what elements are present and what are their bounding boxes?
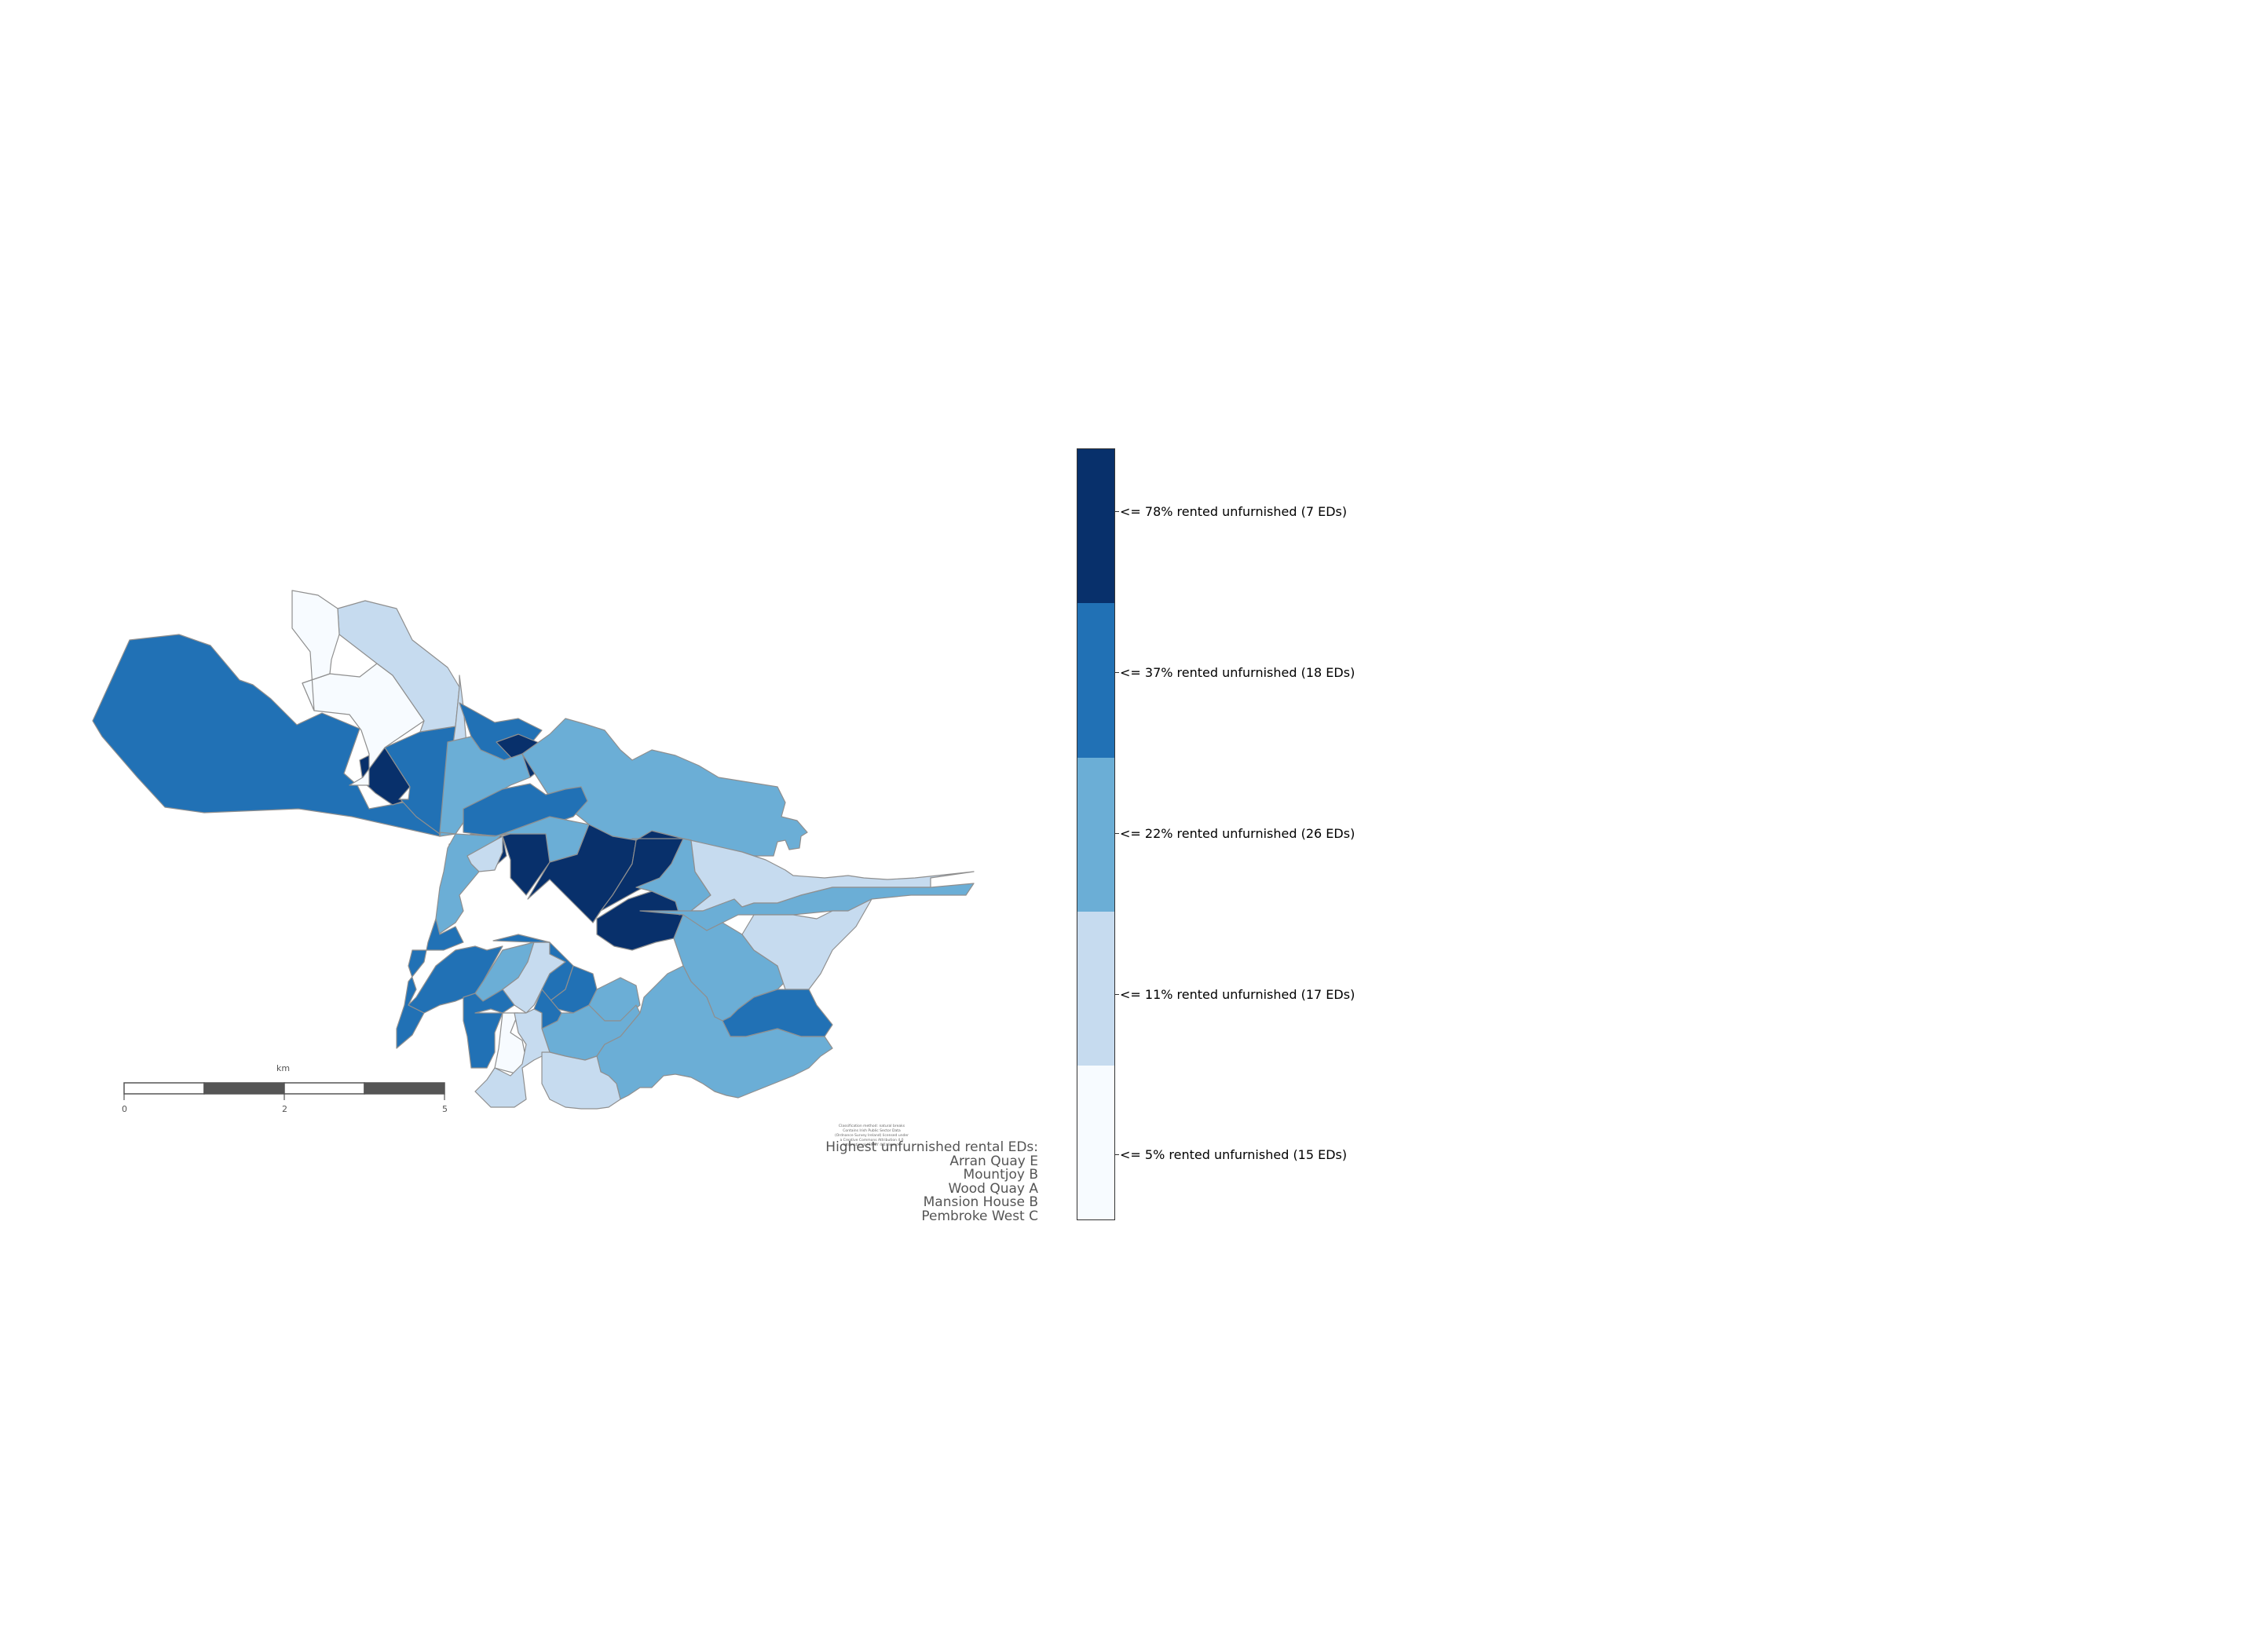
highest-ed-item: Mansion House B: [923, 1194, 1038, 1210]
electoral-division-region: [592, 830, 684, 923]
highest-ed-item: Wood Quay A: [948, 1180, 1038, 1197]
electoral-divisions: [92, 590, 975, 1110]
scale-bar-segment-3: [284, 1082, 365, 1095]
scale-bar-segment-2: [203, 1082, 285, 1095]
legend-frame: [1077, 448, 1115, 1220]
credit-line: International (CC BY 4.0) licence: [843, 1143, 901, 1147]
legend-tick: [1114, 1154, 1119, 1155]
electoral-division-region: [474, 1008, 551, 1108]
electoral-division-region: [541, 1051, 621, 1110]
scale-bar-segment-4: [364, 1082, 445, 1095]
electoral-division-region: [439, 736, 531, 835]
scale-bar-segment-1: [123, 1082, 205, 1095]
highest-eds-title: Highest unfurnished rental EDs:: [825, 1139, 1038, 1155]
legend-swatch-class4: [1077, 603, 1115, 758]
scale-tick-label-2: 2: [282, 1104, 287, 1114]
legend-swatch-class2: [1077, 912, 1115, 1066]
highest-ed-item: Pembroke West C: [921, 1208, 1038, 1224]
credit-line: (Ordnance Survey Ireland) licensed under: [834, 1134, 909, 1138]
legend-tick: [1114, 672, 1119, 673]
credit-line: Contains Irish Public Sector Data: [843, 1129, 901, 1133]
legend-label-class4: <= 37% rented unfurnished (18 EDs): [1120, 665, 1355, 680]
highest-ed-item: Arran Quay E: [949, 1153, 1038, 1169]
credit-line: a Creative Commons Attribution 4.0: [840, 1139, 904, 1143]
scale-bar: [123, 1082, 445, 1100]
scale-unit-label: km: [276, 1063, 291, 1073]
legend-tick: [1114, 511, 1119, 512]
electoral-division-region: [596, 965, 833, 1100]
scale-tick-label-0: 0: [122, 1104, 127, 1114]
highest-ed-item: Mountjoy B: [963, 1167, 1038, 1183]
legend-swatch-class3: [1077, 758, 1115, 912]
scale-tick-label-5: 5: [442, 1104, 448, 1114]
legend-label-class1: <= 5% rented unfurnished (15 EDs): [1120, 1147, 1348, 1162]
electoral-division-region: [466, 835, 503, 872]
electoral-division-region: [291, 590, 340, 711]
legend-label-class3: <= 22% rented unfurnished (26 EDs): [1120, 826, 1355, 841]
legend-label-class5: <= 78% rented unfurnished (7 EDs): [1120, 504, 1348, 519]
credit-line: Classification method: natural breaks: [838, 1124, 905, 1128]
legend-tick: [1114, 833, 1119, 834]
electoral-division-region: [541, 965, 598, 1014]
legend-label-class2: <= 11% rented unfurnished (17 EDs): [1120, 987, 1355, 1002]
electoral-division-region: [741, 898, 872, 990]
legend-swatch-class5: [1077, 449, 1115, 603]
legend-swatch-class1: [1077, 1066, 1115, 1219]
legend-tick: [1114, 994, 1119, 995]
highest-eds-list: Highest unfurnished rental EDs: Arran Qu…: [825, 1139, 1038, 1224]
data-credit: Classification method: natural breaks Co…: [817, 1124, 927, 1148]
electoral-division-region: [463, 989, 515, 1069]
